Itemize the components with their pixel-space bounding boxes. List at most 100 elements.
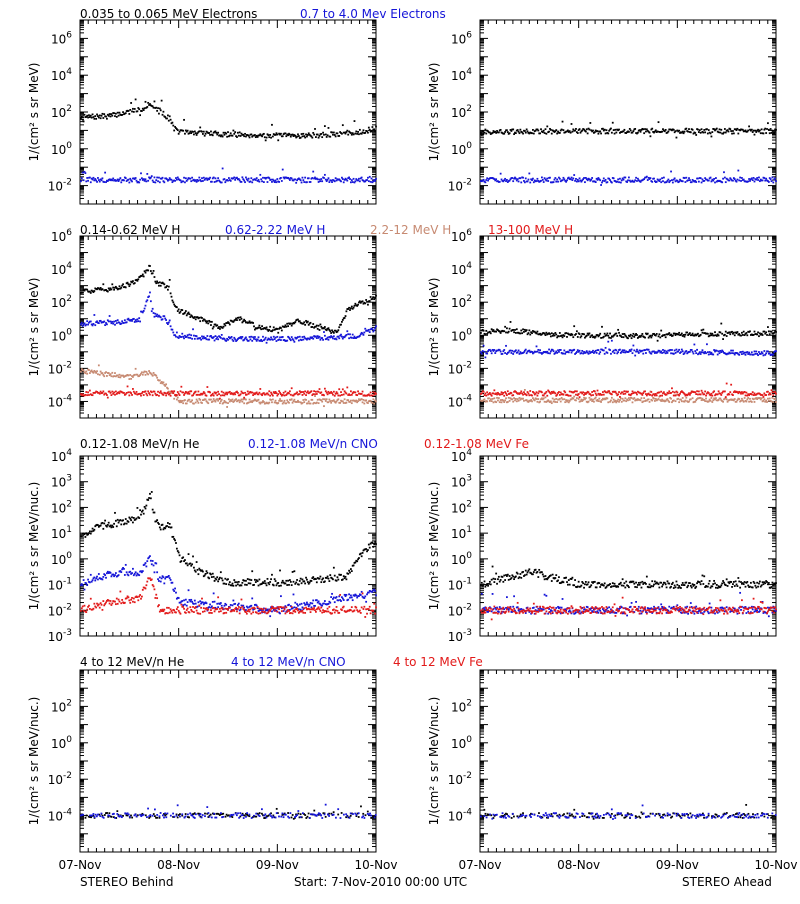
data-point [532, 129, 534, 131]
data-point [579, 128, 581, 130]
data-point [221, 334, 223, 336]
data-point [197, 394, 199, 396]
data-point [213, 326, 215, 328]
data-point [751, 129, 753, 131]
data-point [146, 173, 148, 175]
data-point [272, 399, 274, 401]
data-point [585, 397, 587, 399]
data-point [725, 331, 727, 333]
y-tick-label: 102 [51, 104, 72, 120]
data-point [543, 397, 545, 399]
data-point [153, 270, 155, 272]
data-point [282, 336, 284, 338]
data-point [711, 333, 713, 335]
data-point [269, 326, 271, 328]
data-point [611, 182, 613, 184]
data-point [189, 393, 191, 395]
data-point [491, 328, 493, 330]
data-point [700, 394, 702, 396]
y-tick-label: 10-2 [448, 360, 472, 376]
data-point [266, 342, 268, 344]
data-point [373, 403, 375, 405]
data-point [610, 400, 612, 402]
data-point [162, 318, 164, 320]
data-point [529, 334, 531, 336]
data-point [668, 401, 670, 403]
data-point [684, 177, 686, 179]
data-point [721, 333, 723, 335]
data-point [272, 136, 274, 138]
data-point [206, 386, 208, 388]
data-point [328, 327, 330, 329]
data-point [276, 328, 278, 330]
data-point [553, 181, 555, 183]
data-point [235, 318, 237, 320]
data-point [493, 389, 495, 391]
data-point [579, 177, 581, 179]
data-point [298, 393, 300, 395]
data-point [261, 180, 263, 182]
data-point [694, 391, 696, 393]
data-point [261, 340, 263, 342]
data-point [623, 351, 625, 353]
data-point [277, 402, 279, 404]
data-point [240, 316, 242, 318]
data-point [700, 334, 702, 336]
data-point [767, 398, 769, 400]
data-point [677, 351, 679, 353]
data-point [207, 402, 209, 404]
data-point [205, 133, 207, 135]
data-point [537, 395, 539, 397]
data-point [118, 288, 120, 290]
data-point [688, 177, 690, 179]
data-point [602, 180, 604, 182]
data-point [634, 128, 636, 130]
data-point [741, 177, 743, 179]
data-point [338, 388, 340, 390]
data-point [506, 394, 508, 396]
data-point [607, 341, 609, 343]
data-point [719, 398, 721, 400]
series-blue [480, 170, 777, 186]
y-tick-label: 104 [51, 67, 72, 83]
data-point [656, 395, 658, 397]
data-point [491, 395, 493, 397]
data-point [554, 177, 556, 179]
series-black [80, 99, 377, 142]
data-point [106, 323, 108, 325]
data-point [346, 393, 348, 395]
data-point [485, 395, 487, 397]
data-point [99, 115, 101, 117]
data-point [551, 402, 553, 404]
data-point [152, 272, 154, 274]
data-point [587, 179, 589, 181]
data-point [358, 133, 360, 135]
data-point [99, 181, 101, 183]
data-point [632, 391, 634, 393]
data-point [224, 181, 226, 183]
data-point [158, 285, 160, 287]
plot-frame [80, 20, 376, 204]
data-point [482, 350, 484, 352]
data-point [503, 133, 505, 135]
data-point [180, 179, 182, 181]
data-point [606, 181, 608, 183]
data-point [763, 331, 765, 333]
data-point [305, 394, 307, 396]
data-point [751, 351, 753, 353]
data-point [669, 349, 671, 351]
data-point [583, 394, 585, 396]
data-point [766, 401, 768, 403]
data-point [285, 132, 287, 134]
data-point [696, 349, 698, 351]
data-point [731, 352, 733, 354]
data-point [117, 319, 119, 321]
data-point [351, 134, 353, 136]
data-point [173, 304, 175, 306]
data-point [103, 113, 105, 115]
data-point [595, 336, 597, 338]
data-point [93, 372, 95, 374]
data-point [541, 391, 543, 393]
data-point [97, 373, 99, 375]
